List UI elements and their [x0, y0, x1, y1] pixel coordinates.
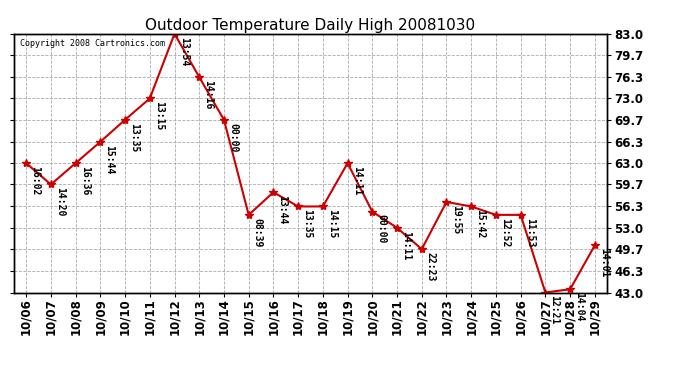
Text: 14:01: 14:01 — [599, 248, 609, 278]
Text: 13:35: 13:35 — [302, 209, 313, 238]
Text: Copyright 2008 Cartronics.com: Copyright 2008 Cartronics.com — [20, 39, 165, 48]
Text: 16:02: 16:02 — [30, 166, 40, 195]
Text: 15:42: 15:42 — [475, 209, 485, 238]
Text: 14:16: 14:16 — [204, 80, 213, 109]
Text: 13:54: 13:54 — [179, 36, 188, 66]
Text: 13:44: 13:44 — [277, 195, 288, 224]
Text: 16:36: 16:36 — [80, 166, 90, 195]
Text: 14:11: 14:11 — [401, 231, 411, 260]
Text: 13:35: 13:35 — [129, 123, 139, 152]
Text: 14:11: 14:11 — [352, 166, 362, 195]
Text: 22:23: 22:23 — [426, 252, 436, 281]
Text: 13:15: 13:15 — [154, 101, 164, 130]
Text: 08:39: 08:39 — [253, 217, 263, 247]
Text: 12:52: 12:52 — [500, 217, 510, 247]
Text: 14:15: 14:15 — [327, 209, 337, 238]
Text: 11:53: 11:53 — [525, 217, 535, 247]
Text: 15:44: 15:44 — [104, 144, 115, 174]
Text: 14:20: 14:20 — [55, 187, 65, 217]
Text: 00:00: 00:00 — [377, 214, 386, 244]
Text: 19:55: 19:55 — [451, 205, 461, 234]
Text: 00:00: 00:00 — [228, 123, 238, 152]
Text: 14:04: 14:04 — [574, 292, 584, 321]
Text: 12:21: 12:21 — [549, 295, 560, 325]
Title: Outdoor Temperature Daily High 20081030: Outdoor Temperature Daily High 20081030 — [146, 18, 475, 33]
